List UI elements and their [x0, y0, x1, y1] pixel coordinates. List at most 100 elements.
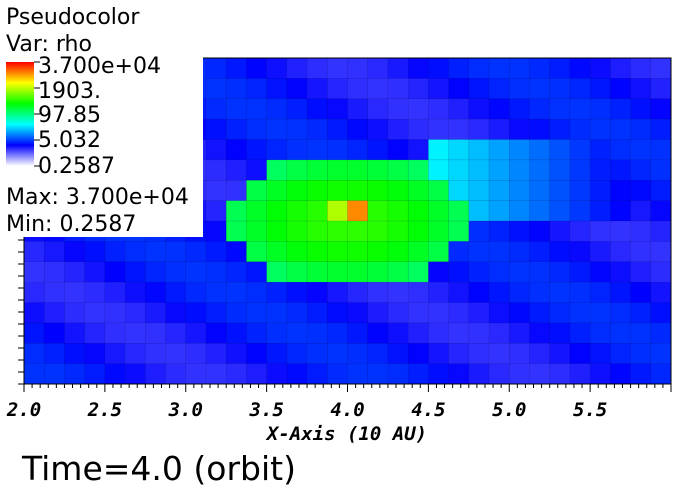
density-cell [306, 118, 328, 141]
density-cell [488, 241, 510, 263]
density-cell [246, 180, 268, 202]
density-cell [549, 322, 571, 344]
density-cell [327, 322, 349, 344]
density-cell [246, 261, 268, 283]
density-cell [529, 200, 551, 222]
density-cell [367, 200, 389, 222]
density-cell [589, 180, 611, 202]
density-cell [589, 159, 611, 181]
density-cell [225, 220, 247, 242]
density-cell [509, 302, 531, 324]
density-cell [306, 98, 328, 120]
density-cell [327, 241, 349, 263]
density-cell [306, 241, 328, 263]
density-cell [165, 322, 187, 344]
density-cell [529, 261, 551, 283]
density-cell [327, 139, 349, 161]
density-cell [428, 139, 450, 161]
density-cell [589, 118, 611, 141]
density-cell [488, 159, 510, 181]
density-cell [569, 241, 591, 263]
density-cell [407, 98, 429, 120]
density-cell [488, 302, 510, 324]
density-cell [569, 118, 591, 141]
density-cell [650, 281, 671, 304]
density-cell [428, 78, 450, 100]
density-cell [630, 261, 652, 283]
density-cell [529, 281, 551, 304]
density-cell [266, 58, 288, 79]
density-cell [145, 363, 167, 384]
density-cell [266, 78, 288, 100]
density-cell [246, 241, 268, 263]
density-cell [306, 159, 328, 181]
x-tick-label: 2.5 [87, 399, 122, 421]
density-cell [347, 58, 369, 79]
density-cell [347, 139, 369, 161]
x-axis-title: X-Axis (10 AU) [265, 423, 427, 445]
x-tick-label: 2.0 [6, 399, 41, 421]
density-cell [549, 220, 571, 242]
density-cell [225, 200, 247, 222]
density-cell [549, 58, 571, 79]
density-cell [610, 220, 632, 242]
density-cell [468, 322, 490, 344]
density-cell [650, 118, 671, 141]
density-cell [610, 302, 632, 324]
density-cell [509, 261, 531, 283]
density-cell [468, 363, 490, 384]
density-cell [589, 200, 611, 222]
density-cell [428, 322, 450, 344]
density-cell [509, 363, 531, 384]
density-cell [225, 241, 247, 263]
density-cell [488, 78, 510, 100]
density-cell [205, 241, 227, 263]
density-cell [589, 302, 611, 324]
density-cell [387, 241, 409, 263]
density-cell [165, 241, 187, 263]
density-cell [630, 302, 652, 324]
density-cell [529, 322, 551, 344]
density-cell [246, 363, 268, 384]
density-cell [24, 281, 45, 304]
density-cell [428, 281, 450, 304]
density-cell [327, 58, 349, 79]
density-cell [185, 241, 207, 263]
density-cell [387, 159, 409, 181]
density-cell [569, 78, 591, 100]
density-cell [407, 241, 429, 263]
density-cell [549, 200, 571, 222]
density-cell [327, 343, 349, 365]
density-cell [205, 58, 227, 79]
density-cell [225, 322, 247, 344]
density-cell [650, 322, 671, 344]
density-cell [468, 241, 490, 263]
density-cell [488, 322, 510, 344]
density-cell [549, 343, 571, 365]
density-cell [589, 241, 611, 263]
density-cell [24, 261, 45, 283]
density-cell [246, 200, 268, 222]
density-cell [367, 261, 389, 283]
density-cell [569, 200, 591, 222]
legend: Pseudocolor Var: rho 3.700e+04 1903. 97.… [0, 0, 203, 237]
density-cell [468, 302, 490, 324]
x-tick-label: 5.0 [492, 399, 526, 421]
density-cell [205, 220, 227, 242]
density-cell [124, 343, 146, 365]
density-cell [246, 302, 268, 324]
density-cell [488, 118, 510, 141]
density-cell [165, 363, 187, 384]
density-cell [529, 180, 551, 202]
density-cell [24, 343, 45, 365]
density-cell [488, 200, 510, 222]
density-cell [367, 58, 389, 79]
density-cell [327, 180, 349, 202]
density-cell [650, 241, 671, 263]
density-cell [407, 139, 429, 161]
density-cell [488, 98, 510, 120]
density-cell [327, 281, 349, 304]
density-cell [549, 139, 571, 161]
density-cell [509, 281, 531, 304]
density-cell [306, 78, 328, 100]
